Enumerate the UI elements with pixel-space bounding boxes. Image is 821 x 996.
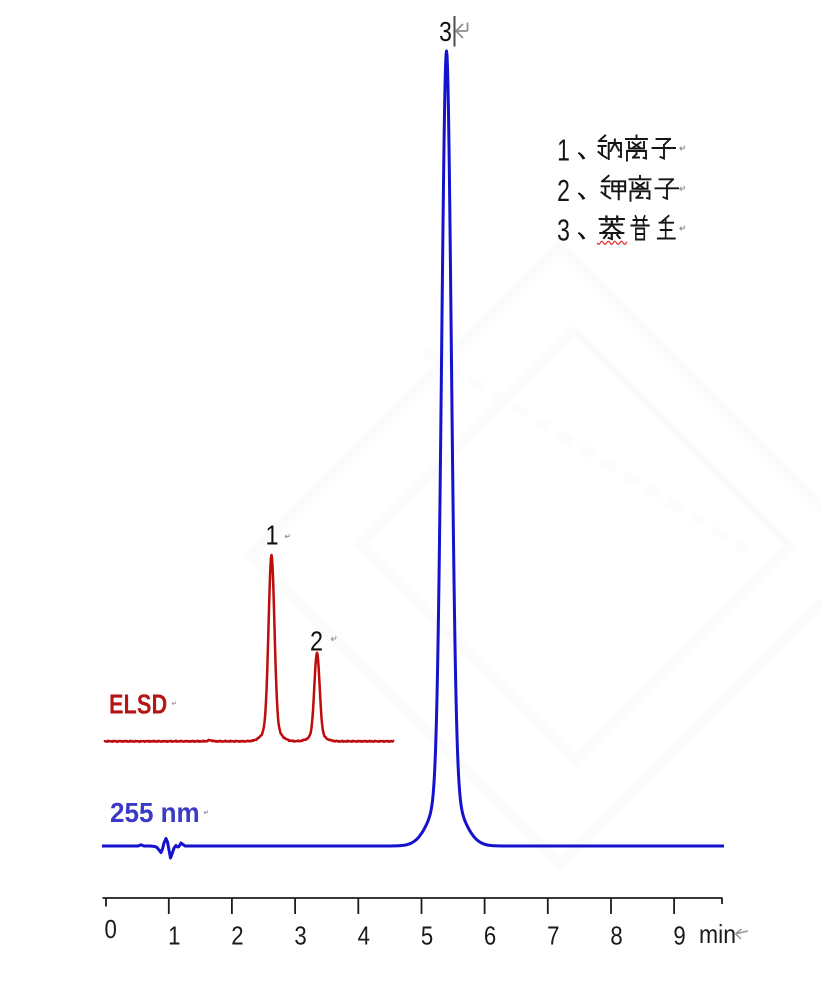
svg-text:0: 0 [105, 916, 117, 945]
svg-text:1: 1 [168, 922, 180, 951]
svg-text:3: 3 [294, 922, 306, 951]
svg-text:2: 2 [310, 627, 323, 657]
svg-text:1: 1 [557, 132, 570, 167]
svg-text:2: 2 [557, 172, 570, 207]
svg-text:8: 8 [610, 922, 622, 951]
svg-text:7: 7 [547, 922, 559, 951]
svg-text:2: 2 [231, 922, 243, 951]
svg-text:255 nm: 255 nm [110, 797, 200, 828]
svg-text:1: 1 [265, 521, 278, 551]
svg-text:9: 9 [673, 922, 685, 951]
svg-text:4: 4 [358, 922, 370, 951]
svg-text:ELSD: ELSD [109, 689, 167, 720]
svg-text:3: 3 [557, 212, 570, 247]
svg-text:3: 3 [439, 17, 452, 48]
svg-text:6: 6 [484, 922, 496, 951]
svg-text:min: min [699, 921, 736, 949]
svg-text:5: 5 [421, 922, 433, 951]
